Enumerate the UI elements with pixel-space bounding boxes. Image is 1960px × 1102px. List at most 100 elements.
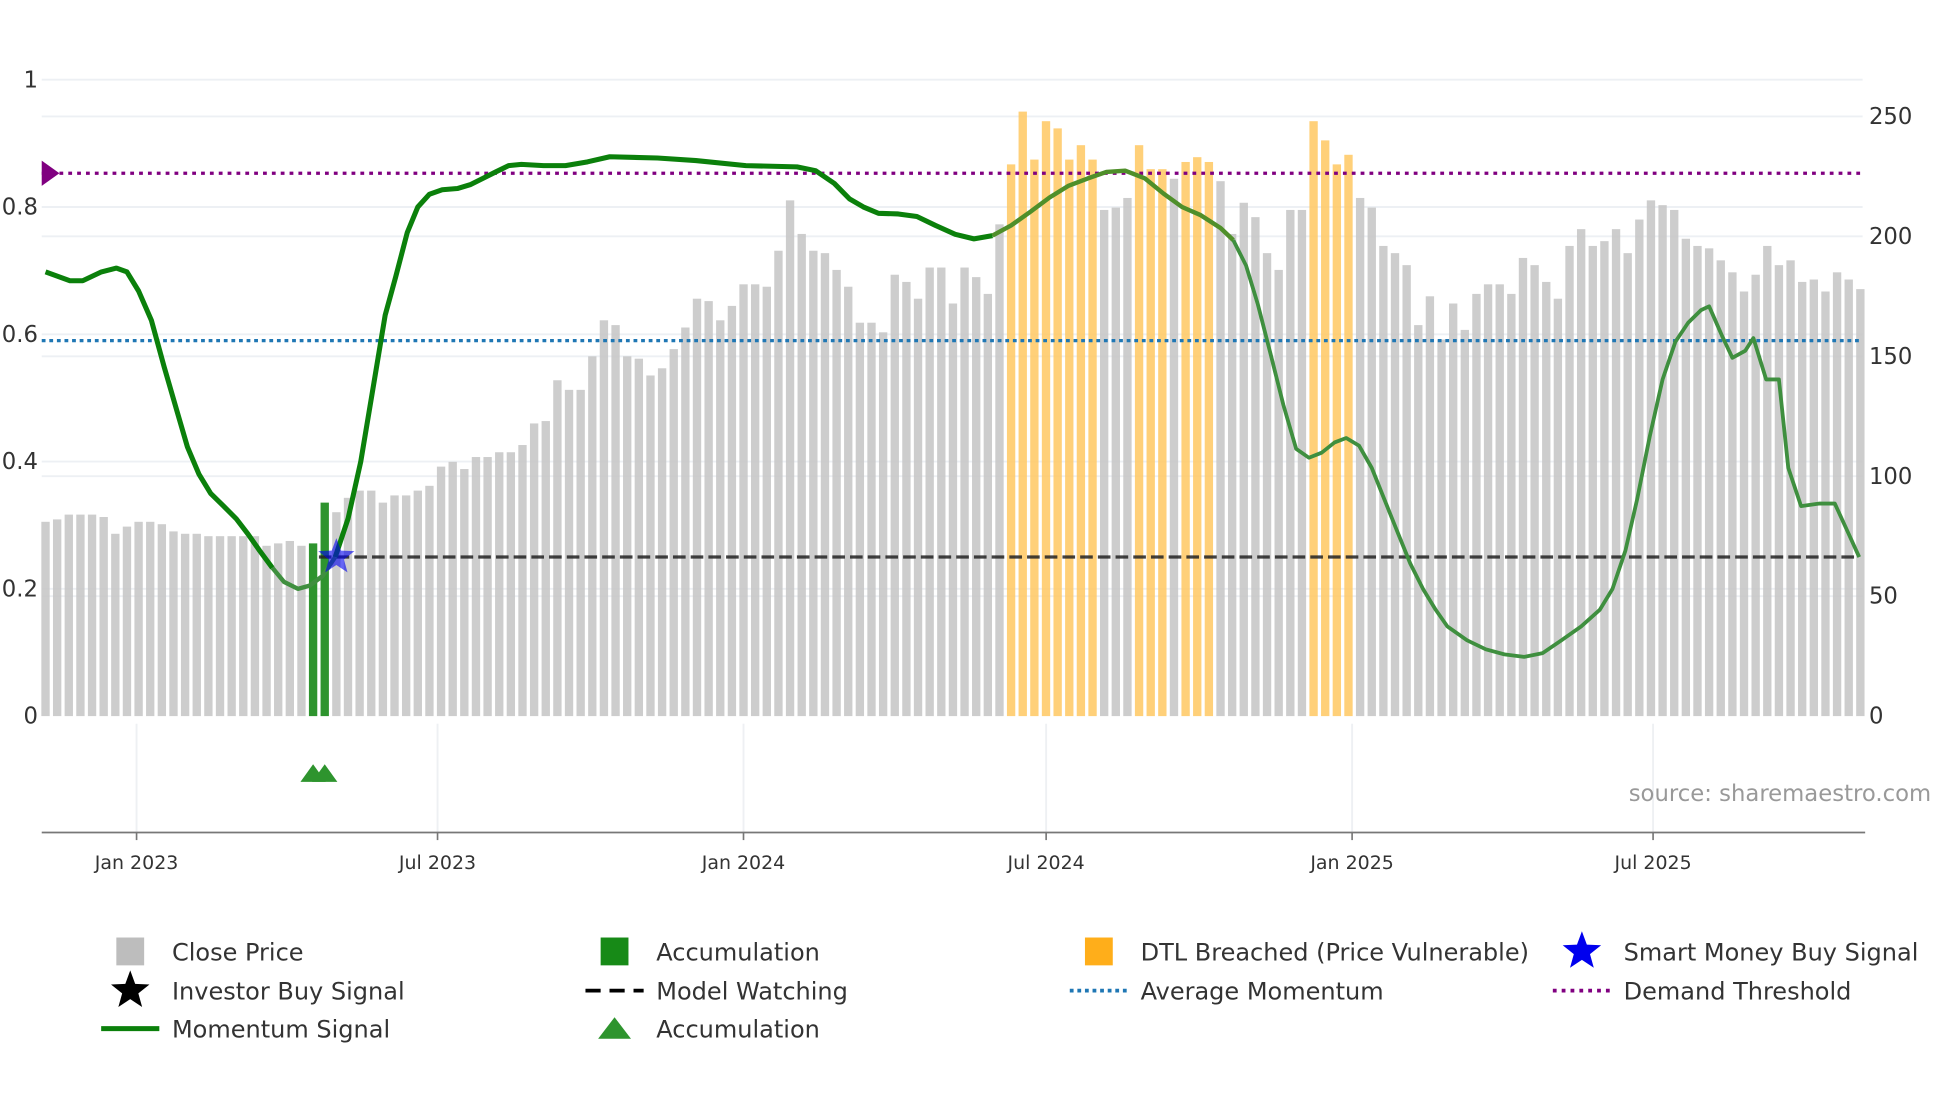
close-price-bar bbox=[122, 526, 132, 717]
close-price-bar bbox=[506, 452, 516, 717]
close-price-bar bbox=[681, 327, 690, 717]
right-tick-label: 50 bbox=[1869, 584, 1898, 610]
close-price-bar bbox=[1809, 279, 1818, 717]
dtl-breached-bar bbox=[1158, 169, 1167, 717]
right-tick-label: 100 bbox=[1869, 464, 1912, 490]
close-price-bar bbox=[1123, 197, 1132, 717]
dtl-breached-bar bbox=[1193, 157, 1202, 717]
close-price-bar bbox=[1553, 298, 1563, 717]
close-price-bar bbox=[1763, 245, 1772, 717]
left-tick-label: 1 bbox=[23, 67, 37, 93]
close-price-bar bbox=[41, 521, 50, 717]
close-price-bar bbox=[1111, 207, 1120, 717]
close-price-bar bbox=[518, 445, 527, 717]
close-price-bar bbox=[1297, 209, 1307, 717]
close-price-bar bbox=[948, 303, 958, 717]
accumulation-bar bbox=[308, 543, 318, 717]
close-price-bar bbox=[180, 533, 190, 717]
close-price-bar bbox=[1262, 253, 1272, 717]
close-price-bar bbox=[343, 497, 353, 717]
accumulation-legend-swatch bbox=[600, 937, 629, 966]
close-price-bar bbox=[576, 389, 585, 717]
investor-buy-star-icon bbox=[111, 970, 150, 1007]
dtl-breached-bar bbox=[1018, 111, 1027, 717]
close-price-bar bbox=[401, 495, 411, 717]
close-price-bar bbox=[588, 356, 597, 717]
left-tick-label: 0 bbox=[23, 704, 37, 730]
close-price-bar bbox=[1507, 293, 1516, 717]
close-price-bar bbox=[1495, 284, 1504, 717]
close-price-bar bbox=[1227, 233, 1237, 717]
close-price-bar bbox=[972, 277, 981, 717]
close-price-bar bbox=[739, 284, 748, 717]
signal-markers bbox=[41, 160, 355, 782]
legend: Close Price Accumulation DTL Breached (Pri… bbox=[101, 931, 1918, 1043]
close-price-bar bbox=[99, 517, 108, 717]
close-price-bar bbox=[111, 533, 120, 717]
close-price-bar bbox=[471, 457, 481, 717]
close-price-bar bbox=[925, 267, 934, 717]
close-price-bar bbox=[564, 389, 574, 717]
close-price-bar bbox=[1483, 284, 1493, 717]
close-price-bar bbox=[146, 521, 155, 717]
left-tick-label: 0.6 bbox=[2, 322, 38, 348]
close-price-bar bbox=[1390, 253, 1400, 717]
close-price-bar bbox=[355, 490, 364, 717]
price-bars bbox=[41, 111, 1865, 717]
dtl-breached-bar bbox=[1134, 145, 1144, 717]
legend-label: Momentum Signal bbox=[172, 1015, 390, 1043]
close-price-bar bbox=[1704, 248, 1714, 717]
smart-money-star-icon bbox=[1562, 931, 1602, 968]
close-price-bar bbox=[460, 469, 469, 717]
close-price-bar bbox=[797, 233, 806, 717]
close-price-bar bbox=[1751, 274, 1760, 717]
close-price-bar bbox=[832, 269, 841, 717]
close-price-bar bbox=[657, 368, 667, 717]
close-price-bar bbox=[239, 536, 248, 717]
close-price-bar bbox=[169, 531, 178, 717]
legend-label: DTL Breached (Price Vulnerable) bbox=[1141, 938, 1529, 966]
close-price-bar bbox=[483, 457, 492, 717]
signal-lines bbox=[41, 154, 1863, 659]
close-price-bar bbox=[157, 524, 167, 717]
dtl-breached-bar bbox=[1146, 169, 1155, 717]
dtl-breached-bar bbox=[1204, 161, 1214, 717]
momentum-signal-line bbox=[1231, 239, 1861, 659]
accumulation-triangle bbox=[312, 764, 338, 782]
dtl-breached-bar bbox=[1321, 140, 1330, 717]
x-tick-label: Jul 2024 bbox=[1007, 852, 1085, 874]
dtl-breached-bar bbox=[1030, 159, 1039, 717]
close-price-bar bbox=[413, 490, 422, 717]
close-price-bar bbox=[1460, 329, 1469, 717]
close-price-bar bbox=[1681, 238, 1691, 717]
close-price-bar bbox=[704, 301, 713, 717]
dtl-breached-bar bbox=[1053, 128, 1062, 717]
dtl-breached-bar bbox=[1065, 159, 1074, 717]
close-price-bar bbox=[274, 543, 283, 717]
close-price-bar bbox=[785, 200, 795, 717]
close-price-bar bbox=[1739, 291, 1749, 717]
momentum-signal-line bbox=[332, 154, 993, 558]
close-price-bar bbox=[1542, 281, 1551, 717]
close-price-bar bbox=[1565, 245, 1574, 717]
close-price-bar bbox=[1635, 219, 1644, 717]
close-price-bar bbox=[750, 284, 760, 717]
close-price-bar bbox=[215, 536, 225, 717]
source-annotation: source: sharemaestro.com bbox=[1629, 781, 1931, 807]
close-price-bar bbox=[716, 320, 725, 717]
close-price-bar bbox=[1530, 265, 1539, 717]
close-price-bar bbox=[332, 512, 341, 717]
close-price-bar bbox=[425, 485, 434, 717]
close-price-bar bbox=[1355, 197, 1365, 717]
close-price-bar bbox=[646, 375, 655, 717]
close-price-bar bbox=[1856, 289, 1865, 717]
close-price-bar bbox=[692, 298, 702, 717]
close-price-bar bbox=[960, 267, 969, 717]
close-price-bar bbox=[1844, 279, 1853, 717]
close-price-bar bbox=[495, 452, 504, 717]
legend-label: Investor Buy Signal bbox=[172, 978, 405, 1006]
close-price-bar bbox=[1239, 202, 1248, 717]
close-price-bar bbox=[134, 521, 143, 717]
close-price-bar bbox=[634, 358, 644, 717]
close-price-bar bbox=[1169, 178, 1179, 717]
